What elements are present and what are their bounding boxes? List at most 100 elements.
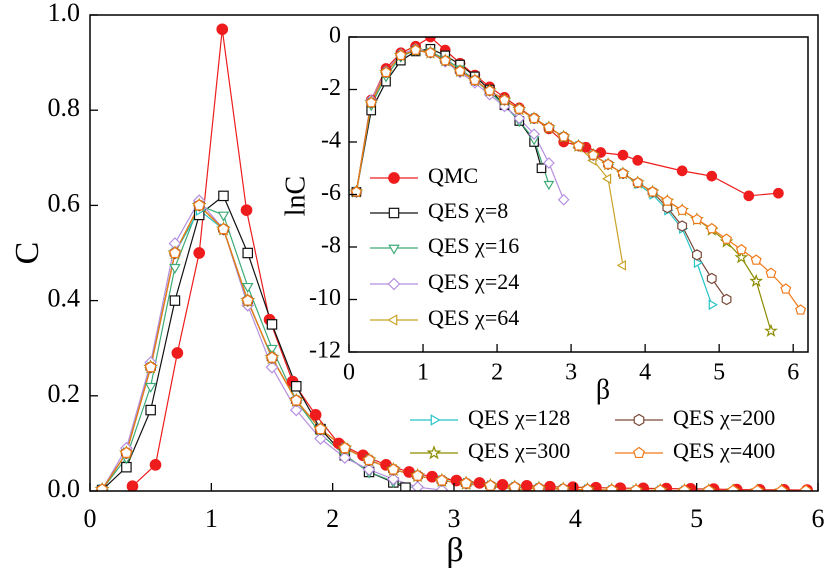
- marker: [573, 140, 584, 151]
- marker: [387, 314, 398, 326]
- y-tick-label: 1.0: [48, 0, 81, 27]
- y-tick-label: 0.6: [48, 188, 81, 217]
- marker: [661, 195, 673, 206]
- marker: [587, 149, 599, 160]
- marker: [513, 103, 525, 114]
- marker: [454, 65, 466, 76]
- marker: [617, 167, 629, 179]
- marker: [765, 267, 777, 278]
- y-axis-label: C: [9, 242, 46, 265]
- x-tick-label: 3: [448, 504, 461, 533]
- marker: [727, 484, 740, 491]
- marker: [380, 66, 392, 78]
- marker: [144, 382, 157, 393]
- marker: [691, 213, 703, 225]
- x-axis-label: β: [446, 532, 463, 569]
- marker: [721, 233, 733, 244]
- x-tick-label: 1: [205, 504, 218, 533]
- marker: [387, 277, 401, 291]
- marker: [469, 74, 481, 85]
- marker: [338, 441, 351, 454]
- legend-label: QES χ=24: [428, 269, 519, 294]
- x-axis-label: β: [596, 374, 610, 405]
- marker: [217, 222, 230, 235]
- marker: [654, 484, 667, 491]
- marker: [632, 176, 644, 188]
- marker: [216, 23, 229, 36]
- marker: [735, 243, 747, 255]
- marker: [145, 404, 156, 416]
- marker: [484, 479, 497, 491]
- marker: [706, 272, 717, 285]
- y-axis-label: lnC: [280, 176, 311, 216]
- legend-label: QES χ=300: [468, 438, 570, 463]
- legend-label: QMC: [428, 163, 478, 188]
- marker: [430, 414, 441, 426]
- marker: [144, 360, 157, 373]
- marker: [616, 259, 627, 271]
- marker: [460, 477, 473, 489]
- marker: [602, 158, 614, 169]
- marker: [193, 247, 206, 259]
- marker: [424, 47, 436, 58]
- x-tick-label: 2: [491, 360, 503, 386]
- marker: [581, 483, 594, 491]
- marker: [678, 484, 691, 491]
- y-tick-label: -10: [309, 285, 341, 311]
- marker: [520, 479, 533, 491]
- x-tick-label: 2: [326, 504, 339, 533]
- marker: [171, 347, 184, 359]
- marker: [126, 480, 139, 491]
- marker: [734, 250, 749, 264]
- marker: [496, 478, 509, 491]
- marker: [169, 295, 181, 306]
- marker: [677, 220, 688, 232]
- marker: [290, 394, 303, 406]
- marker: [693, 257, 704, 269]
- legend-label: QES χ=16: [428, 233, 519, 258]
- marker: [169, 263, 181, 274]
- marker: [543, 121, 555, 133]
- marker: [601, 173, 612, 185]
- marker: [605, 483, 618, 491]
- marker: [388, 207, 400, 219]
- marker: [96, 483, 109, 491]
- marker: [764, 323, 778, 337]
- marker: [536, 163, 547, 174]
- marker: [543, 180, 555, 191]
- series-group: [349, 37, 807, 337]
- x-tick-label: 5: [713, 360, 725, 386]
- marker: [266, 351, 278, 363]
- y-tick-label: 0.0: [48, 474, 81, 503]
- marker: [435, 474, 448, 486]
- marker: [528, 112, 540, 124]
- marker: [508, 480, 521, 491]
- marker: [617, 149, 629, 161]
- marker: [484, 85, 496, 96]
- marker: [265, 360, 279, 374]
- marker: [799, 484, 812, 491]
- marker: [362, 463, 376, 476]
- y-tick-label: -2: [321, 75, 341, 101]
- marker: [750, 254, 762, 265]
- marker: [218, 190, 229, 202]
- marker: [676, 204, 688, 215]
- x-tick-label: 5: [690, 504, 703, 533]
- plot-0: 0 1 2 3 4 5 6 0.0 0.2 0.4 0.6 0.8 1.0 β C: [9, 0, 825, 569]
- marker: [120, 446, 133, 458]
- marker: [439, 54, 451, 66]
- plot-1: 0 1 2 3 4 5 6 -12 -10 -8 -6 -4 -2 0 β lnC: [280, 23, 809, 405]
- marker: [558, 131, 570, 142]
- y-tick-label: -8: [321, 233, 341, 259]
- marker: [633, 413, 645, 427]
- marker: [400, 482, 411, 491]
- marker: [676, 165, 688, 177]
- marker: [149, 458, 162, 471]
- marker: [266, 344, 278, 355]
- marker: [411, 469, 424, 481]
- marker: [168, 237, 182, 250]
- marker: [309, 409, 322, 421]
- marker: [633, 446, 645, 459]
- legend-label: QES χ=400: [673, 438, 775, 463]
